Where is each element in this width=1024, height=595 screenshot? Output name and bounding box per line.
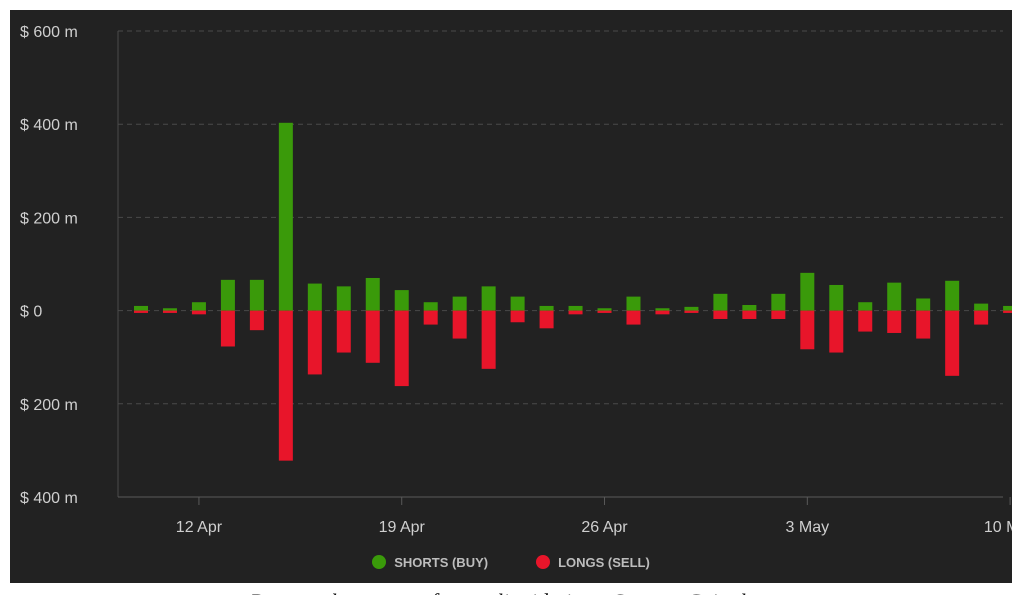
longs-bar[interactable]: [191, 310, 206, 315]
longs-swatch-icon: [536, 555, 551, 569]
x-tick-label: 19 Apr: [379, 519, 426, 536]
x-tick-label: 26 Apr: [581, 519, 628, 536]
longs-bar[interactable]: [858, 310, 873, 332]
shorts-bar[interactable]: [568, 305, 583, 311]
longs-bar[interactable]: [597, 310, 612, 313]
bars: [134, 122, 1012, 461]
legend: SHORTS (BUY) LONGS (SELL): [10, 551, 1012, 573]
chart-panel: $ 600 m $ 400 m $ 200 m $ 0 $ 200 m $ 400 m 12…: [10, 10, 1012, 583]
longs-bar[interactable]: [626, 310, 641, 325]
longs-bar[interactable]: [278, 310, 293, 461]
shorts-bar[interactable]: [481, 286, 496, 311]
longs-bar[interactable]: [1003, 310, 1012, 313]
shorts-bar[interactable]: [423, 302, 438, 311]
shorts-bar[interactable]: [829, 284, 844, 311]
shorts-bar[interactable]: [394, 290, 409, 311]
shorts-bar[interactable]: [626, 296, 641, 311]
longs-bar[interactable]: [423, 310, 438, 325]
shorts-swatch-icon: [372, 555, 387, 569]
longs-bar[interactable]: [684, 310, 699, 313]
longs-bar[interactable]: [539, 310, 554, 329]
legend-item-shorts[interactable]: SHORTS (BUY): [372, 555, 488, 570]
longs-bar[interactable]: [307, 310, 322, 375]
shorts-bar[interactable]: [655, 308, 670, 311]
longs-bar[interactable]: [394, 310, 409, 387]
longs-bar[interactable]: [510, 310, 525, 323]
longs-bar[interactable]: [655, 310, 670, 315]
y-tick-label: $ 200 m: [20, 397, 78, 414]
shorts-bar[interactable]: [800, 272, 815, 311]
longs-bar[interactable]: [742, 310, 757, 319]
longs-bar[interactable]: [713, 310, 728, 319]
shorts-bar[interactable]: [742, 305, 757, 311]
longs-bar[interactable]: [887, 310, 902, 333]
shorts-bar[interactable]: [974, 303, 989, 311]
shorts-bar[interactable]: [191, 302, 206, 311]
longs-bar[interactable]: [916, 310, 931, 339]
shorts-bar[interactable]: [713, 293, 728, 311]
y-tick-label: $ 600 m: [20, 24, 78, 41]
shorts-bar[interactable]: [249, 279, 264, 311]
longs-bar[interactable]: [974, 310, 989, 325]
shorts-bar[interactable]: [452, 296, 467, 311]
longs-bar[interactable]: [162, 310, 177, 313]
longs-bar[interactable]: [481, 310, 496, 369]
legend-label-shorts: SHORTS (BUY): [394, 554, 489, 570]
shorts-bar[interactable]: [539, 305, 554, 311]
figure-caption: Perpetual swaps: ... futures liquidation…: [0, 583, 1024, 595]
shorts-bar[interactable]: [307, 283, 322, 311]
y-tick-label: $ 0: [20, 304, 42, 321]
gridlines: [118, 30, 1003, 405]
shorts-bar[interactable]: [134, 305, 148, 311]
shorts-bar[interactable]: [597, 308, 612, 311]
shorts-bar[interactable]: [916, 298, 931, 311]
x-tick-label: 12 Apr: [176, 519, 223, 536]
shorts-bar[interactable]: [858, 302, 873, 311]
legend-label-longs: LONGS (SELL): [558, 554, 650, 570]
longs-bar[interactable]: [249, 310, 264, 331]
longs-bar[interactable]: [134, 310, 148, 313]
longs-bar[interactable]: [771, 310, 786, 319]
longs-bar[interactable]: [945, 310, 960, 376]
shorts-bar[interactable]: [1003, 305, 1012, 311]
longs-bar[interactable]: [336, 310, 351, 353]
liquidations-bar-chart: $ 600 m $ 400 m $ 200 m $ 0 $ 200 m $ 400 m 12…: [20, 24, 1012, 536]
x-tick-label: 3 May: [786, 519, 830, 536]
shorts-bar[interactable]: [162, 308, 177, 311]
tick-labels: $ 600 m $ 400 m $ 200 m $ 0 $ 200 m $ 400 m 12…: [20, 24, 1012, 536]
legend-item-longs[interactable]: LONGS (SELL): [536, 555, 650, 570]
shorts-bar[interactable]: [278, 122, 293, 311]
shorts-bar[interactable]: [771, 293, 786, 311]
longs-bar[interactable]: [365, 310, 380, 363]
shorts-bar[interactable]: [220, 279, 235, 311]
y-tick-label: $ 400 m: [20, 117, 78, 134]
longs-bar[interactable]: [220, 310, 235, 347]
shorts-bar[interactable]: [684, 306, 699, 311]
y-tick-label: $ 200 m: [20, 210, 78, 227]
longs-bar[interactable]: [829, 310, 844, 353]
shorts-bar[interactable]: [365, 277, 380, 311]
longs-bar[interactable]: [800, 310, 815, 350]
x-tick-label: 10 May: [984, 519, 1012, 536]
shorts-bar[interactable]: [887, 282, 902, 311]
axes: [117, 31, 1011, 505]
shorts-bar[interactable]: [510, 296, 525, 311]
longs-bar[interactable]: [452, 310, 467, 339]
y-tick-label: $ 400 m: [20, 490, 78, 507]
shorts-bar[interactable]: [336, 286, 351, 311]
longs-bar[interactable]: [568, 310, 583, 315]
shorts-bar[interactable]: [945, 280, 960, 311]
